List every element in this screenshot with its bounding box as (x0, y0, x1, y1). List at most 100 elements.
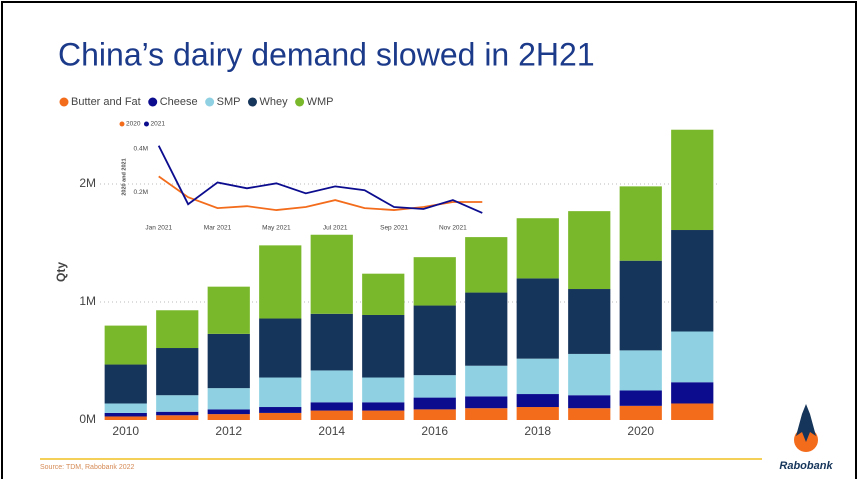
bar-segment (207, 333, 250, 389)
bar-segment (259, 318, 302, 378)
bar-segment (465, 292, 508, 366)
x-tick-label: 2012 (215, 424, 242, 438)
bar-segment (568, 289, 611, 354)
bar-segment (619, 390, 662, 406)
y-tick-label: 0.4M (134, 145, 148, 152)
bar-segment (362, 273, 405, 315)
x-tick-label: May 2021 (262, 225, 291, 232)
legend-marker (143, 121, 149, 127)
bar-segment (671, 230, 714, 332)
bar-segment (568, 395, 611, 409)
bar-segment (104, 403, 147, 413)
bar-segment (207, 388, 250, 410)
x-tick-label: 2018 (524, 424, 551, 438)
bar-segment (516, 278, 559, 359)
slide-title: China’s dairy demand slowed in 2H21 (58, 36, 595, 72)
bar-segment (568, 408, 611, 420)
bar-segment (671, 331, 714, 383)
x-tick-label: 2016 (421, 424, 448, 438)
logo-figure (796, 404, 816, 442)
bar-segment (156, 411, 199, 416)
source-note: Source: TDM, Rabobank 2022 (40, 464, 135, 471)
bar-segment (568, 211, 611, 290)
bar-segment (156, 415, 199, 420)
x-tick-label: Nov 2021 (439, 225, 467, 232)
bar-segment (362, 314, 405, 378)
logo: Rabobank (779, 404, 833, 472)
x-tick-label: 2020 (627, 424, 654, 438)
bar-segment (465, 396, 508, 409)
bar-segment (310, 410, 353, 420)
bar-segment (671, 129, 714, 231)
bar-segment (156, 310, 199, 349)
bar-segment (104, 412, 147, 417)
logo-text: Rabobank (779, 460, 833, 472)
legend-marker (59, 97, 69, 107)
bar-segment (619, 260, 662, 351)
bar-segment (207, 409, 250, 415)
bar-segment (413, 257, 456, 306)
bar-segment (413, 409, 456, 420)
x-tick-label: Jan 2021 (145, 225, 172, 232)
legend-label: SMP (217, 96, 241, 108)
bar-segment (619, 186, 662, 261)
bar-segment (465, 365, 508, 397)
bar-segment (568, 353, 611, 396)
legend-label: Cheese (160, 96, 198, 108)
legend-label: 2021 (150, 121, 165, 128)
bar-segment (516, 358, 559, 395)
bar-segment (156, 395, 199, 412)
bar-segment (671, 382, 714, 404)
bar-segment (413, 397, 456, 410)
legend-marker (148, 97, 158, 107)
legend-label: 2020 (126, 121, 141, 128)
bar-segment (259, 412, 302, 420)
legend-label: Butter and Fat (71, 96, 141, 108)
bar-segment (619, 405, 662, 420)
bar-segment (362, 402, 405, 411)
bar-segment (465, 237, 508, 293)
bar-segment (259, 377, 302, 408)
bar-segment (207, 414, 250, 420)
bar-segment (619, 350, 662, 391)
line-series (157, 145, 483, 214)
bar-segment (671, 403, 714, 420)
bar-segment (413, 305, 456, 376)
x-tick-label: 2014 (318, 424, 345, 438)
bar-segment (104, 325, 147, 365)
legend-label: WMP (307, 96, 334, 108)
y-tick-label: 0M (79, 412, 96, 426)
legend-label: Whey (259, 96, 288, 108)
y-axis-label: 2020 and 2021 (121, 158, 127, 195)
bar-segment (362, 377, 405, 403)
y-tick-label: 2M (79, 176, 96, 190)
bar-segment (362, 410, 405, 420)
line-series (158, 175, 483, 211)
legend-marker (295, 97, 305, 107)
bar-segment (104, 416, 147, 420)
x-tick-label: Mar 2021 (204, 225, 232, 232)
bar-segment (413, 375, 456, 398)
legend-marker (205, 97, 215, 107)
y-tick-label: 1M (79, 294, 96, 308)
bar-segment (156, 348, 199, 396)
x-tick-label: 2010 (112, 424, 139, 438)
bar-segment (310, 370, 353, 403)
bar-segment (207, 286, 250, 334)
x-tick-label: Sep 2021 (380, 225, 408, 232)
bar-segment (516, 394, 559, 408)
legend-marker (119, 121, 125, 127)
bar-segment (516, 218, 559, 279)
bar-segment (310, 402, 353, 411)
bar-segment (310, 313, 353, 371)
legend-marker (247, 97, 257, 107)
bar-segment (465, 408, 508, 420)
bar-segment (310, 234, 353, 314)
bar-segment (104, 364, 147, 404)
x-tick-label: Jul 2021 (323, 225, 348, 232)
bar-segment (259, 245, 302, 319)
y-axis-label: Qty (54, 262, 68, 282)
bar-segment (516, 407, 559, 420)
bar-segment (259, 407, 302, 413)
